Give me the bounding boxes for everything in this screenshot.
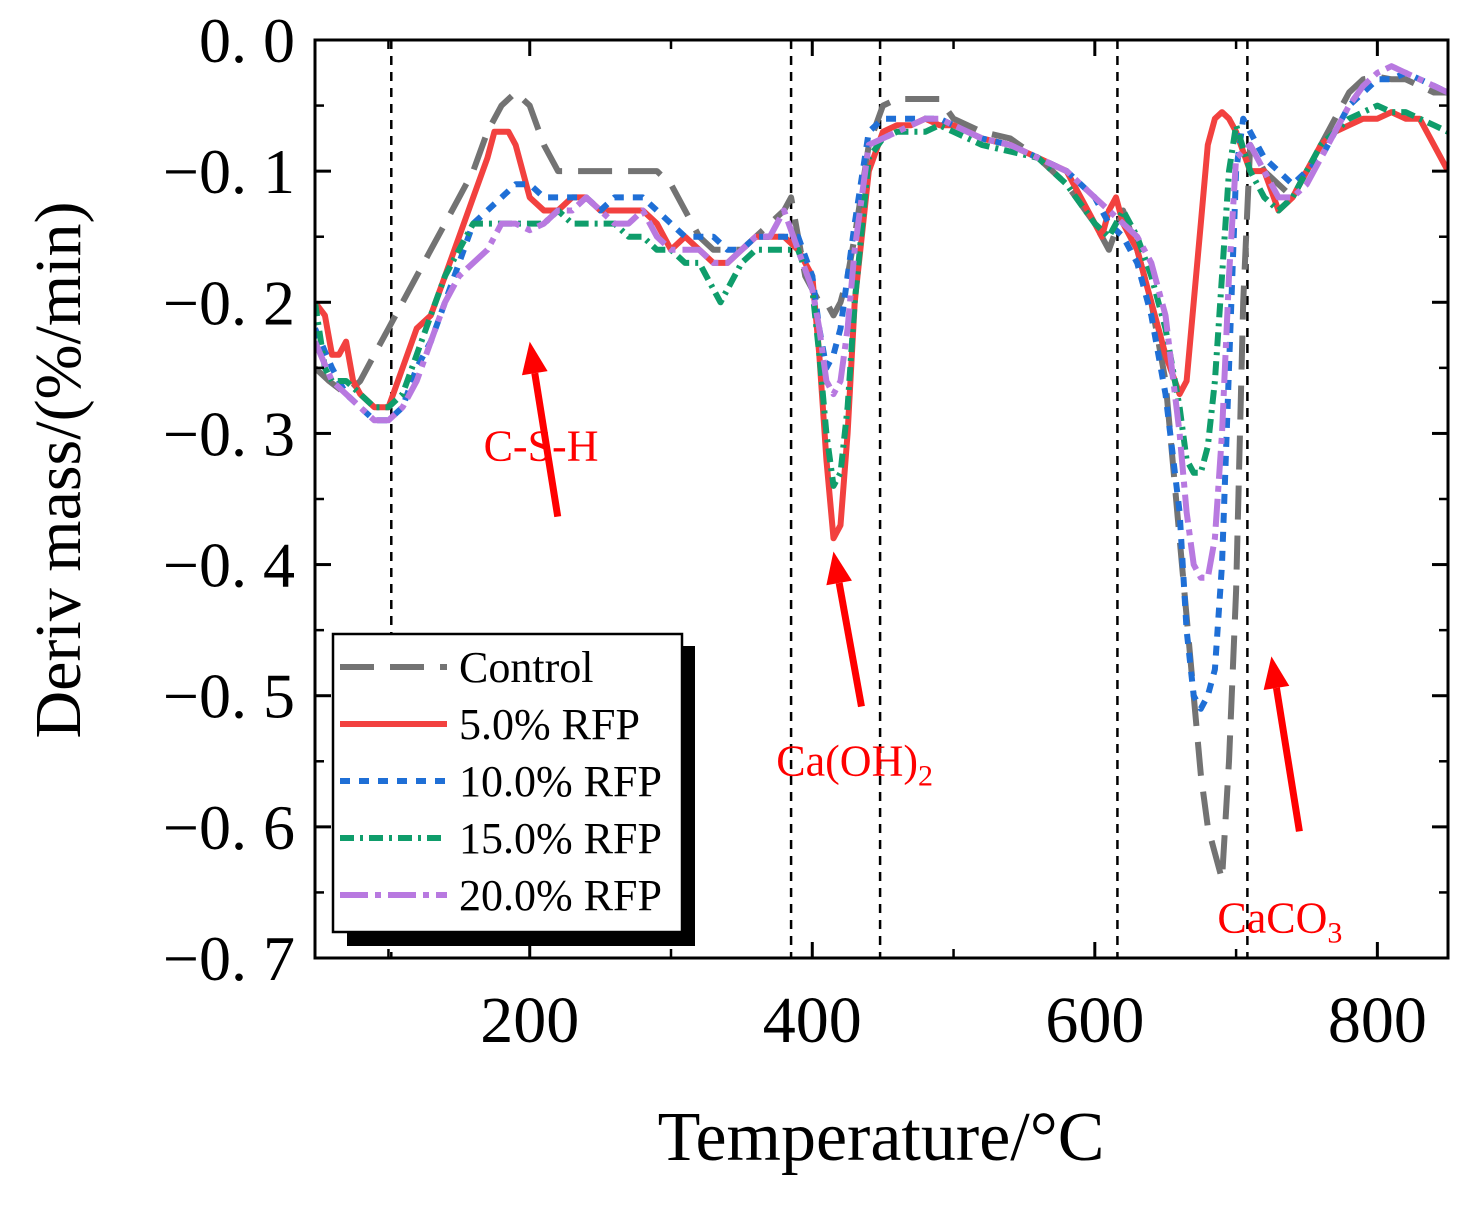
legend-box bbox=[331, 632, 684, 934]
annotation-label-main: C-S-H bbox=[484, 422, 599, 471]
y-tick-label: −0. 4 bbox=[163, 530, 295, 601]
annotation-label: Ca(OH)2 bbox=[776, 736, 933, 792]
y-tick-label: −0. 7 bbox=[163, 923, 295, 994]
axes-group: 200 400 600 800 0. 0 −0. 1 −0. 2 −0. 3 −0. 4 −0. … bbox=[163, 5, 1448, 1057]
y-tick-label: −0. 6 bbox=[163, 792, 295, 863]
annotation-arrow-shaft bbox=[835, 582, 865, 708]
legend-label: 5.0% RFP bbox=[459, 700, 640, 749]
annotation-label: CaCO3 bbox=[1217, 894, 1342, 950]
annotation-arrow-shaft bbox=[531, 372, 562, 518]
x-tick-label: 400 bbox=[763, 984, 862, 1057]
x-axis-label: Temperature/°C bbox=[658, 1099, 1105, 1176]
legend-label: Control bbox=[459, 643, 593, 692]
annotation-group: C-S-H Ca(OH)2 CaCO3 bbox=[484, 341, 1342, 950]
annotation-arrow-head bbox=[521, 341, 548, 376]
legend-label: 20.0% RFP bbox=[459, 871, 662, 920]
y-tick-label: −0. 1 bbox=[163, 136, 295, 207]
y-axis-label: Deriv mass/(%/min) bbox=[22, 201, 95, 738]
x-tick-label: 200 bbox=[480, 984, 579, 1057]
legend-label: 15.0% RFP bbox=[459, 814, 662, 863]
annotation-arrow-head bbox=[1263, 656, 1290, 691]
x-tick-label: 600 bbox=[1045, 984, 1144, 1057]
annotation-label-main: Ca(OH) bbox=[776, 736, 918, 785]
annotation-arrow-shaft bbox=[1273, 687, 1303, 832]
y-tick-label: −0. 5 bbox=[163, 661, 295, 732]
x-tick-label: 800 bbox=[1328, 984, 1427, 1057]
annotation-label-subscript: 3 bbox=[1327, 917, 1342, 950]
annotation-label: C-S-H bbox=[484, 422, 599, 471]
y-tick-label: −0. 3 bbox=[163, 398, 295, 469]
y-tick-label: 0. 0 bbox=[199, 5, 295, 76]
series-line-5 bbox=[315, 63, 1448, 581]
legend: Control 5.0% RFP 10.0% RFP 15.0% RFP 20.0% R… bbox=[331, 632, 695, 946]
y-tick-label: −0. 2 bbox=[163, 267, 295, 338]
legend-label: 10.0% RFP bbox=[459, 757, 662, 806]
annotation-label-subscript: 2 bbox=[918, 759, 933, 792]
series-group bbox=[315, 63, 1448, 883]
annotation-arrow-head bbox=[826, 551, 852, 586]
annotation-label-main: CaCO bbox=[1217, 894, 1327, 943]
